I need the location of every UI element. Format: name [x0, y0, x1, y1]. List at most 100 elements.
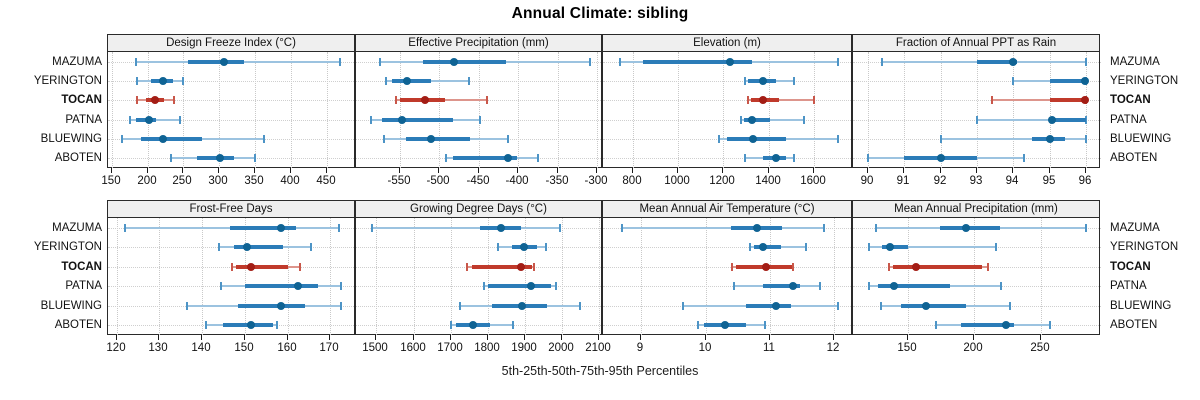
whisker-cap — [837, 135, 840, 143]
vertical-gridline — [769, 52, 770, 168]
median-dot — [771, 154, 780, 162]
whisker-cap — [1023, 154, 1026, 162]
axis-tick-label: 1900 — [511, 342, 537, 354]
whisker-cap — [813, 96, 816, 104]
median-dot — [747, 116, 756, 124]
station-label-right: MAZUMA — [1110, 222, 1160, 234]
axis-tick-label: 150 — [101, 175, 121, 187]
axis-tick — [596, 168, 597, 173]
panel-header: Design Freeze Index (°C) — [107, 34, 355, 52]
whisker-cap — [994, 243, 997, 251]
whisker-cap — [254, 154, 257, 162]
axis-tick-label: -300 — [584, 175, 608, 187]
horizontal-gridline — [108, 100, 356, 101]
vertical-gridline — [558, 52, 559, 168]
horizontal-gridline — [603, 247, 853, 248]
whisker-cap — [394, 96, 397, 104]
iqr-bar — [763, 284, 800, 288]
whisker-line — [940, 138, 1087, 140]
station-label-right: MAZUMA — [1110, 56, 1160, 68]
whisker-cap — [578, 302, 581, 310]
axis-tick-label: 800 — [622, 175, 642, 187]
median-dot — [759, 96, 768, 104]
whisker-line — [991, 99, 1087, 101]
median-dot — [242, 243, 251, 251]
whisker-cap — [619, 58, 622, 66]
median-dot — [216, 154, 225, 162]
iqr-bar — [961, 323, 1015, 327]
axis-tick-label: 2000 — [548, 342, 574, 354]
whisker-cap — [1085, 135, 1088, 143]
iqr-bar — [392, 79, 432, 83]
panel-header: Elevation (m) — [602, 34, 852, 52]
axis-tick-label: 91 — [896, 175, 910, 187]
whisker-cap — [218, 243, 221, 251]
axis-tick-label: 250 — [172, 175, 192, 187]
axis-tick — [254, 168, 255, 173]
whisker-cap — [378, 58, 381, 66]
whisker-cap — [888, 263, 890, 271]
whisker-cap — [483, 282, 486, 290]
whisker-cap — [1085, 224, 1088, 232]
vertical-gridline — [706, 218, 707, 335]
vertical-gridline — [159, 218, 160, 335]
whisker-cap — [1085, 116, 1088, 124]
axis-tick-label: 1500 — [362, 342, 388, 354]
whisker-cap — [382, 135, 385, 143]
whisker-cap — [1049, 321, 1052, 329]
vertical-gridline — [148, 52, 149, 168]
axis-tick — [326, 168, 327, 173]
iqr-bar — [229, 226, 297, 230]
station-label-right: BLUEWING — [1110, 300, 1172, 312]
whisker-cap — [730, 263, 733, 271]
median-dot — [1047, 116, 1056, 124]
whisker-cap — [537, 154, 540, 162]
axis-tick-label: 130 — [148, 342, 168, 354]
whisker-line — [748, 99, 815, 101]
station-label-right: BLUEWING — [1110, 133, 1172, 145]
whisker-cap — [559, 224, 562, 232]
whisker-cap — [544, 243, 547, 251]
horizontal-gridline — [108, 120, 356, 121]
whisker-cap — [621, 224, 624, 232]
chart-title: Annual Climate: sibling — [511, 5, 689, 22]
axis-tick — [768, 168, 769, 173]
axis-tick-label: 1700 — [437, 342, 463, 354]
median-dot — [247, 263, 256, 271]
median-dot — [1009, 58, 1018, 66]
horizontal-gridline — [603, 158, 853, 159]
axis-tick-label: 120 — [106, 342, 126, 354]
axis-tick-label: 92 — [933, 175, 947, 187]
axis-tick-label: 1200 — [709, 175, 735, 187]
whisker-cap — [459, 302, 462, 310]
whisker-cap — [748, 243, 751, 251]
whisker-cap — [186, 302, 189, 310]
vertical-gridline — [330, 218, 331, 335]
horizontal-gridline — [108, 81, 356, 82]
axis-tick-label: -550 — [387, 175, 411, 187]
station-label-left: PATNA — [65, 114, 102, 126]
axis-tick-label: 1600 — [400, 342, 426, 354]
whisker-cap — [837, 302, 840, 310]
median-dot — [1002, 321, 1011, 329]
iqr-bar — [423, 60, 506, 64]
iqr-bar — [901, 304, 967, 308]
axis-tick — [290, 168, 291, 173]
median-dot — [526, 282, 535, 290]
median-dot — [427, 135, 436, 143]
axis-tick — [438, 168, 439, 173]
vertical-gridline — [183, 52, 184, 168]
axis-tick — [632, 168, 633, 173]
axis-tick-label: 11 — [763, 342, 775, 354]
panel-plot — [107, 52, 356, 168]
station-label-left: YERINGTON — [33, 75, 102, 87]
whisker-cap — [866, 154, 869, 162]
axis-tick — [517, 168, 518, 173]
station-label-right: PATNA — [1110, 114, 1147, 126]
whisker-cap — [588, 58, 591, 66]
vertical-gridline — [633, 52, 634, 168]
median-dot — [911, 263, 920, 271]
horizontal-gridline — [356, 81, 603, 82]
iqr-bar — [882, 245, 908, 249]
station-label-right: YERINGTON — [1110, 75, 1179, 87]
